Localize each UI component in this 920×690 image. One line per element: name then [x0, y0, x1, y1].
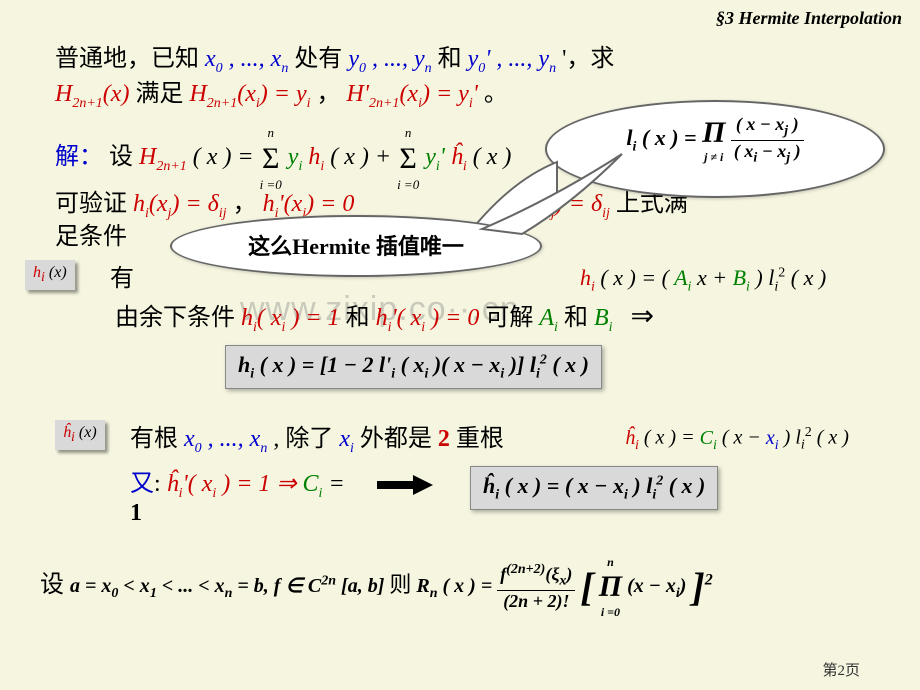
callout-tail-icon	[472, 149, 632, 239]
line-5-right: hi ( x ) = ( Ai x + Bi ) li2 ( x )	[580, 265, 826, 296]
formula-box-1: hi ( x ) = [1 − 2 l'i ( xi )( x − xi )] …	[225, 345, 602, 389]
line-6: 有根 x0 , ..., xn , 除了 xi 外都是 2 重根	[130, 425, 504, 458]
hi-box: hi (x)	[25, 260, 75, 290]
line-8: 设 a = x0 < x1 < ... < xn = b, f ∈ C2n [a…	[40, 555, 713, 620]
line-1: 普通地，已知 x0 , ..., xn 处有 y0 , ..., yn 和 y0…	[55, 45, 614, 78]
slide-page: §3 Hermite Interpolation 普通地，已知 x0 , ...…	[0, 0, 920, 690]
callout-unique: 这么Hermite 插值唯一	[170, 215, 542, 277]
page-number: 第2页	[822, 659, 860, 680]
formula-box-2: ĥi ( x ) = ( x − xi ) li2 ( x )	[470, 466, 718, 510]
line-3: 解： 设 H2n+1 ( x ) = n Σ i =0 yi hi ( x ) …	[55, 125, 511, 192]
line-5-left: 有	[110, 265, 134, 294]
section-header: §3 Hermite Interpolation	[716, 8, 902, 29]
line-2: H2n+1(x) 满足 H2n+1(xi) = yi ， H'2n+1(xi) …	[55, 80, 508, 113]
line-6-right: ĥi ( x ) = Ci ( x − xi ) li2 ( x )	[625, 425, 849, 454]
line-5b: 由余下条件 hi( xi ) = 1 和 hi'( xi ) = 0 可解 Ai…	[115, 300, 654, 337]
hhat-box: ĥi (x)	[55, 420, 105, 450]
line-7: 又: ĥi'( xi ) = 1 ⇒ Ci = 1	[130, 470, 435, 527]
arrow-icon	[375, 473, 435, 497]
